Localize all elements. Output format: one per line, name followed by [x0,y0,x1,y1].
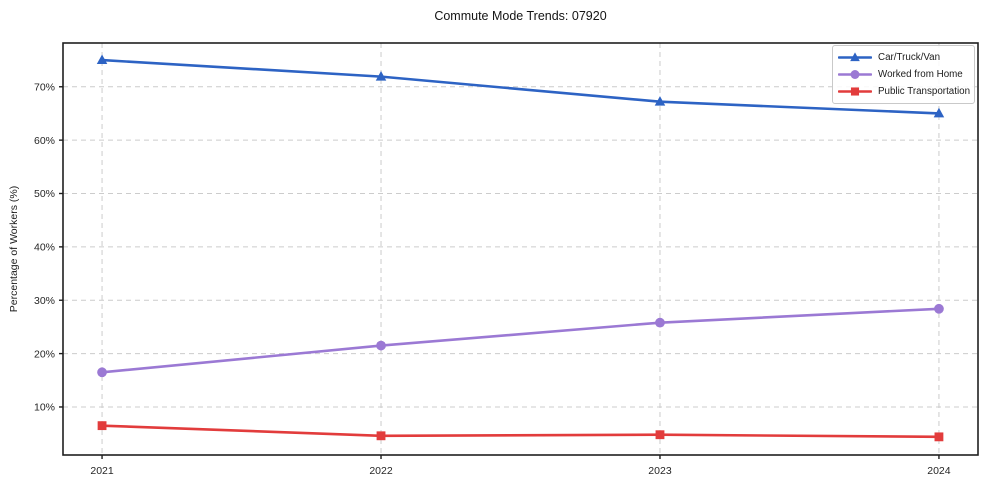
legend-sample-marker [850,87,860,96]
chart-title: Commute Mode Trends: 07920 [434,9,607,23]
legend-item-public-transportation: Public Transportation [838,83,971,99]
series-line [100,424,941,439]
data-point-marker [654,96,666,106]
data-point-marker [655,430,665,440]
data-point-marker [96,54,108,65]
data-point-marker [934,432,944,442]
legend-line-square-sample [838,87,872,96]
legend: Car/Truck/Van Worked from Home Public Tr… [832,45,975,104]
data-point-marker [655,317,665,328]
y-tick-label: 20% [34,348,55,360]
x-tick-label: 2022 [369,465,393,477]
legend-label: Car/Truck/Van [878,52,941,64]
plot-border [62,42,979,456]
legend-item-worked-from-home: Worked from Home [838,67,969,83]
y-tick-label: 70% [34,81,55,93]
legend-sample-marker [850,52,860,62]
legend-label: Public Transportation [878,85,971,97]
x-tick-label: 2023 [648,465,672,477]
legend-line-triangle-sample [838,52,872,62]
y-tick-label: 30% [34,295,55,307]
series-line [100,58,941,115]
legend-sample-marker [850,70,860,79]
data-point-marker [97,421,107,431]
series-line [100,307,941,374]
legend-line-circle-sample [838,70,872,79]
data-point-marker [934,303,944,314]
x-tick-label: 2021 [90,465,114,477]
data-point-marker [97,367,107,378]
y-tick-label: 10% [34,402,55,414]
legend-label: Worked from Home [878,69,963,80]
x-tick-label: 2024 [927,465,951,477]
legend-item-car-truck-van: Car/Truck/Van [838,50,969,66]
data-point-marker [375,70,387,81]
y-tick-label: 50% [34,188,55,200]
y-tick-label: 60% [34,135,55,147]
data-point-marker [376,431,386,441]
y-tick-label: 40% [34,242,55,254]
data-point-marker [376,340,386,351]
data-point-marker [933,107,945,118]
